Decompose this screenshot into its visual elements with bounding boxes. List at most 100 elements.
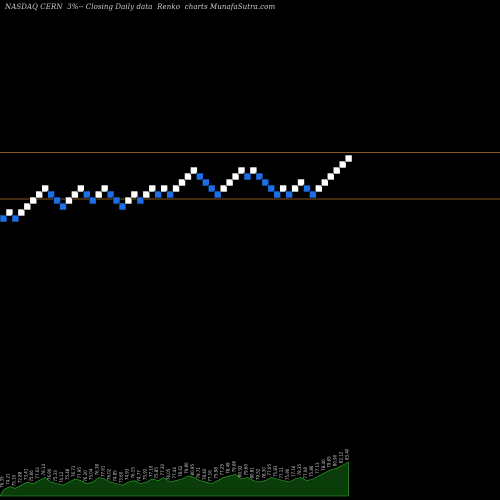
up-brick xyxy=(142,190,151,199)
volume-price-label: 79.80 xyxy=(184,462,189,474)
down-brick xyxy=(207,184,216,193)
down-brick xyxy=(53,196,61,205)
up-brick xyxy=(237,166,246,175)
down-brick xyxy=(213,190,222,199)
volume-price-label: 74.77 xyxy=(136,470,141,482)
up-brick xyxy=(29,196,38,205)
volume-price-label: 76.71 xyxy=(71,465,76,477)
up-brick xyxy=(184,172,192,181)
up-brick xyxy=(35,190,44,199)
up-brick xyxy=(291,184,299,193)
volume-price-label: 76.38 xyxy=(95,464,100,476)
up-brick xyxy=(249,166,258,175)
volume-price-label: 80.92 xyxy=(238,465,243,477)
volume-price-label: 77.16 xyxy=(208,470,213,482)
up-brick xyxy=(160,184,168,193)
volume-price-label: 74.93 xyxy=(124,468,129,480)
down-brick xyxy=(88,196,97,205)
up-brick xyxy=(77,184,85,193)
up-brick xyxy=(130,190,139,199)
down-brick xyxy=(309,190,317,199)
volume-price-label: 83.40 xyxy=(345,448,350,460)
volume-price-label: 79.66 xyxy=(232,460,237,472)
volume-price-label: 75.86 xyxy=(309,465,314,477)
volume-price-label: 75.33 xyxy=(53,470,58,482)
up-brick xyxy=(100,184,109,193)
up-brick xyxy=(172,184,180,193)
up-brick xyxy=(297,178,305,187)
volume-price-label: 76.35 xyxy=(0,476,5,488)
down-brick xyxy=(0,214,8,223)
down-brick xyxy=(261,178,270,187)
chart-title: NASDAQ CERN 3%-- Closing Daily data Renk… xyxy=(5,3,276,11)
down-brick xyxy=(273,190,282,199)
volume-price-label: 73.60 xyxy=(119,471,124,483)
volume-price-label: 75.66 xyxy=(29,470,34,482)
down-brick xyxy=(166,190,174,199)
volume-price-label: 72.88 xyxy=(17,471,22,483)
volume-price-label: 75.04 xyxy=(89,468,94,480)
volume-price-label: 75.48 xyxy=(65,468,70,480)
up-brick xyxy=(279,184,287,193)
volume-price-label: 79.60 xyxy=(243,464,248,476)
down-brick xyxy=(154,190,162,199)
up-brick xyxy=(17,208,26,217)
down-brick xyxy=(255,172,264,181)
down-brick xyxy=(196,172,204,181)
down-brick xyxy=(59,202,67,211)
up-brick xyxy=(23,202,32,211)
volume-price-label: 82.12 xyxy=(339,451,344,463)
down-brick xyxy=(11,214,20,223)
volume-price-label: 77.02 xyxy=(35,467,40,479)
up-brick xyxy=(5,208,14,217)
up-brick xyxy=(178,178,186,187)
volume-price-label: 79.52 xyxy=(255,468,260,480)
up-brick xyxy=(225,178,234,187)
down-brick xyxy=(106,190,115,199)
volume-price-label: 73.41 xyxy=(23,468,28,480)
down-brick xyxy=(202,178,210,187)
volume-price-label: 75.83 xyxy=(273,465,278,477)
up-brick xyxy=(326,172,335,181)
volume-price-label: 79.71 xyxy=(196,467,201,479)
down-brick xyxy=(267,184,276,193)
volume-price-label: 76.02 xyxy=(107,468,112,480)
down-brick xyxy=(285,190,293,199)
volume-price-label: 77.10 xyxy=(148,465,153,477)
volume-price-label: 80.95 xyxy=(190,464,195,476)
up-brick xyxy=(315,184,323,193)
up-brick xyxy=(344,154,353,163)
volume-area xyxy=(0,461,349,497)
volume-price-label: 74.21 xyxy=(5,473,10,485)
volume-price-label: 76.15 xyxy=(130,467,135,479)
up-brick xyxy=(124,196,133,205)
level-lines xyxy=(0,152,500,200)
volume-price-label: 75.90 xyxy=(285,468,290,480)
volume-price-label: 75.98 xyxy=(214,467,219,479)
volume-price-label: 78.62 xyxy=(178,465,183,477)
volume-price-label: 74.85 xyxy=(113,470,118,482)
down-brick xyxy=(118,202,127,211)
volume-price-label: 77.05 xyxy=(267,464,272,476)
volume-price-label: 78.35 xyxy=(297,464,302,476)
down-brick xyxy=(112,196,121,205)
volume-price-label: 80.90 xyxy=(333,454,338,466)
up-brick xyxy=(94,190,103,199)
volume-price-label: 76.90 xyxy=(47,468,52,480)
volume-price-label: 75.85 xyxy=(154,467,159,479)
up-brick xyxy=(338,160,347,169)
volume-price-label: 77.61 xyxy=(101,465,106,477)
up-brick xyxy=(332,166,341,175)
volume-price-label: 77.08 xyxy=(303,467,308,479)
up-brick xyxy=(65,196,73,205)
volume-price-label: 77.13 xyxy=(315,462,320,474)
down-brick xyxy=(136,196,145,205)
volume-price-label: 74.12 xyxy=(59,471,64,483)
down-brick xyxy=(303,184,311,193)
down-brick xyxy=(243,172,252,181)
up-brick xyxy=(71,190,79,199)
volume-price-label: 77.95 xyxy=(77,467,82,479)
volume-price-label: 78.40 xyxy=(321,459,326,471)
down-brick xyxy=(47,190,55,199)
